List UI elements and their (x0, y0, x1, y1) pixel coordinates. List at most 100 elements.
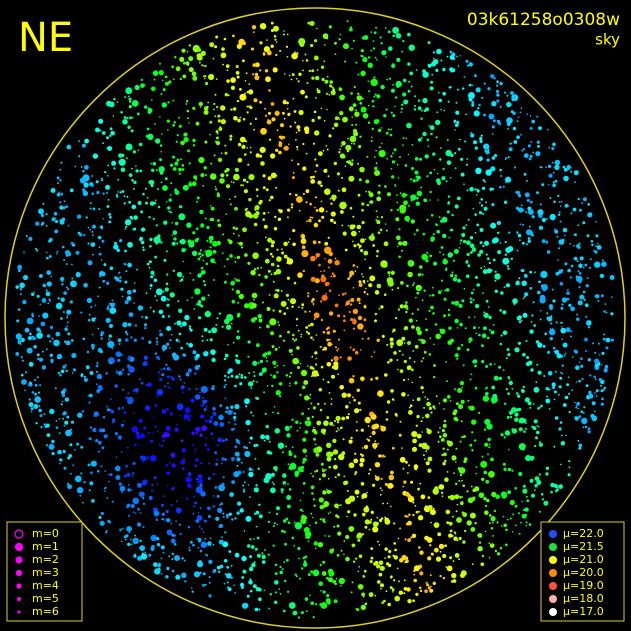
star (381, 601, 384, 604)
star (330, 275, 333, 278)
star (355, 123, 357, 126)
star (483, 143, 490, 150)
star (586, 320, 592, 326)
star (198, 316, 202, 320)
star (558, 201, 561, 204)
star (197, 48, 202, 52)
star (42, 202, 45, 205)
star (320, 300, 323, 303)
star (387, 361, 390, 364)
star (470, 485, 473, 488)
star (67, 456, 71, 460)
star (107, 340, 115, 348)
star (312, 175, 315, 179)
star (128, 366, 135, 373)
star (320, 602, 328, 609)
star (399, 204, 407, 212)
star (262, 212, 266, 215)
star (291, 353, 293, 356)
star (108, 480, 110, 483)
star (127, 95, 130, 98)
star (516, 231, 519, 234)
star (491, 125, 495, 129)
star (500, 334, 503, 337)
star (132, 150, 136, 154)
star (404, 514, 408, 518)
star (548, 173, 553, 178)
star (265, 226, 268, 229)
star (304, 597, 309, 601)
star (119, 276, 122, 279)
star (89, 371, 94, 375)
star (113, 97, 116, 101)
star (179, 205, 183, 209)
star (220, 52, 227, 59)
star (319, 345, 322, 348)
star (212, 57, 215, 60)
star (432, 51, 436, 54)
star (214, 261, 217, 264)
star (264, 258, 270, 264)
star (309, 594, 311, 597)
star (407, 394, 409, 397)
star (112, 418, 116, 422)
star (73, 282, 76, 285)
star (143, 323, 148, 327)
star (401, 249, 404, 252)
star (22, 299, 27, 305)
star (337, 421, 340, 424)
star (601, 294, 604, 298)
star (30, 407, 34, 410)
star (236, 330, 240, 333)
star (449, 176, 452, 179)
star (87, 463, 91, 467)
star (497, 250, 502, 255)
star (399, 192, 402, 195)
star (187, 149, 191, 153)
star (267, 553, 270, 556)
star (82, 501, 84, 504)
star (230, 322, 233, 325)
star (255, 484, 258, 487)
star (295, 575, 298, 578)
star (107, 146, 113, 151)
star (288, 74, 291, 77)
star (219, 422, 225, 427)
star (117, 338, 122, 343)
star (27, 336, 32, 341)
star (507, 392, 510, 395)
star (35, 422, 38, 425)
star (422, 416, 424, 419)
star (568, 466, 571, 469)
star (226, 273, 229, 276)
star (196, 237, 200, 241)
star (262, 218, 266, 221)
star (97, 295, 99, 298)
star (56, 176, 60, 180)
star (194, 464, 197, 468)
star (292, 242, 296, 247)
star (460, 399, 465, 404)
star (289, 125, 292, 128)
star (513, 166, 516, 169)
star (259, 23, 267, 30)
star (318, 581, 324, 586)
star (522, 484, 526, 488)
star (19, 293, 22, 296)
star (516, 120, 519, 123)
star (202, 280, 206, 283)
star (389, 341, 394, 346)
star (439, 158, 442, 161)
star (520, 319, 523, 322)
star (396, 57, 401, 63)
star (364, 602, 368, 606)
star (453, 119, 457, 123)
star (361, 273, 363, 275)
star (199, 433, 203, 437)
star (200, 462, 203, 464)
star (244, 481, 246, 483)
star (423, 406, 426, 409)
star (568, 411, 571, 414)
star (154, 425, 157, 428)
star (270, 487, 276, 494)
